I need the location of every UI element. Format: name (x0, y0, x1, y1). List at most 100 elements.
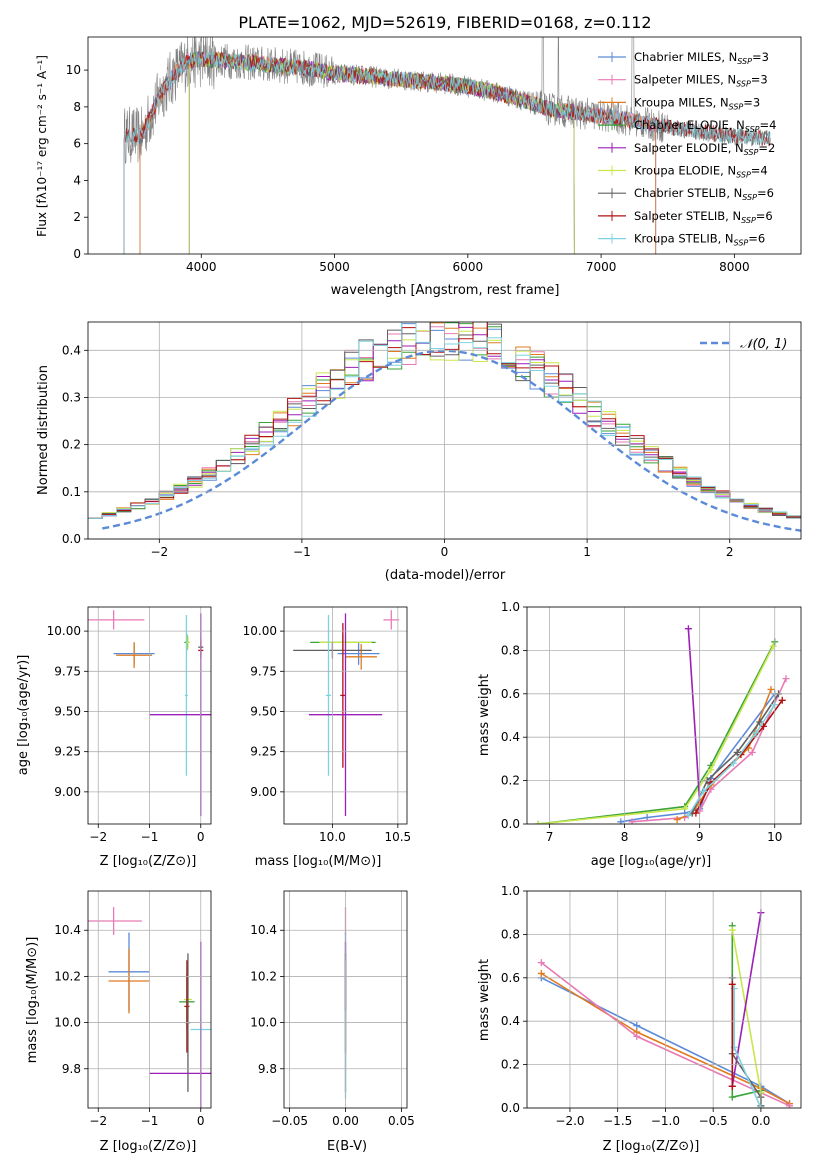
mass-vs-Z-ytick-label: 10.0 (54, 1016, 81, 1030)
mass-ylabel: mass [log₁₀(M/M⊙)] (25, 937, 40, 1064)
age-vs-mass-ytick-label: 9.00 (250, 785, 277, 799)
weight-vs-age-frame (526, 606, 802, 825)
weight-vs-Z-axes: −2.0 −1.5 −1.0 −0.5 0.0 0.0 0.2 0.4 0.6 0.8 1.0 (501, 884, 802, 1128)
weight-vs-age-ytick-label: 0.8 (501, 643, 520, 657)
residuals-ytick-label: 0.2 (62, 438, 81, 452)
age-vs-mass-ytick-label: 9.75 (250, 664, 277, 678)
age-vs-mass-ytick-label: 9.25 (250, 745, 277, 759)
weight-vs-age-marker-c_miles (617, 818, 625, 824)
spectrum-ylabel: Flux [fλ10⁻¹⁷ erg cm⁻² s⁻¹ A⁻¹] (35, 55, 49, 237)
weight-vs-Z-marker-k_elodie (728, 926, 736, 934)
age-vs-mass-xtick-label: 10.5 (384, 830, 411, 844)
gaussian-reference-curve (102, 349, 801, 532)
residuals-ytick-label: 0.4 (62, 343, 81, 357)
weight-vs-Z-ytick-label: 1.0 (501, 884, 520, 898)
weight-vs-age-marker-s_miles (748, 748, 756, 756)
age-vs-Z-xtick-label: −1 (141, 830, 159, 844)
weight-vs-Z-marker-s_miles (537, 959, 545, 967)
mass-vs-Z-xtick-label: −2 (89, 1114, 107, 1128)
weight-vs-Z-xtick-label: −2.0 (555, 1114, 584, 1128)
weight-vs-age-xtick-label: 10 (767, 830, 782, 844)
mass-vs-EBV-xtick-label: 0.05 (388, 1114, 415, 1128)
age-vs-mass-xtick-label: 10.0 (319, 830, 346, 844)
mass-vs-EBV-ytick-label: 10.0 (250, 1016, 277, 1030)
spectrum-legend-entry: Chabrier ELODIE, NSSP=4 (634, 118, 776, 134)
residual-histogram-c_elodie (88, 322, 801, 519)
spectrum-xtick-label: 4000 (186, 260, 217, 274)
mass-vs-EBV-ytick-label: 10.2 (250, 969, 277, 983)
age-vs-Z-ytick-label: 9.00 (54, 785, 81, 799)
legend-rest: =3 (751, 73, 768, 87)
age-vs-Z-ytick-label: 9.75 (54, 664, 81, 678)
legend-subscript: SSP (729, 102, 744, 111)
weight-vs-age-ylabel: mass weight (477, 674, 492, 756)
age-vs-mass-xlabel: mass [log₁₀(M/M⊙)] (255, 854, 382, 869)
spectrum-legend-entry: Salpeter STELIB, NSSP=6 (634, 209, 773, 225)
weight-vs-age-series-s_elodie (687, 628, 701, 803)
weight-vs-age-xtick-label: 8 (621, 830, 629, 844)
mass-vs-Z-ytick-label: 10.2 (54, 969, 81, 983)
weight-vs-age-series-k_elodie (538, 645, 774, 824)
age-vs-Z-ytick-label: 9.50 (54, 704, 81, 718)
age-vs-Z-ytick-label: 9.25 (54, 745, 81, 759)
spectrum-ytick-label: 8 (73, 100, 81, 114)
mass-vs-Z-ytick-label: 9.8 (62, 1062, 81, 1076)
weight-vs-age-ytick-label: 0.6 (501, 687, 520, 701)
weight-vs-age-ytick-label: 0.0 (501, 817, 520, 831)
residuals-xtick-label: 2 (726, 545, 734, 559)
spectrum-plot-area (123, 37, 771, 254)
spectrum-ytick-label: 0 (73, 247, 81, 261)
weight-vs-Z-marker-c_elodie (728, 1093, 736, 1101)
residuals-ytick-label: 0.0 (62, 532, 81, 546)
legend-rest: =3 (743, 95, 760, 109)
weight-vs-age-xtick-label: 9 (696, 830, 704, 844)
mass-vs-Z-xlabel: Z [log₁₀(Z/Z⊙)] (100, 1139, 197, 1154)
weight-vs-age-xtick-label: 7 (546, 830, 554, 844)
weight-vs-age-marker-s_miles (782, 675, 790, 683)
weight-vs-Z-marker-s_stelib (728, 1082, 736, 1090)
weight-vs-age-marker-k_elodie (534, 820, 542, 824)
age-vs-Z-xlabel: Z [log₁₀(Z/Z⊙)] (100, 854, 197, 869)
weight-vs-Z-marker-s_stelib (728, 980, 736, 988)
residuals-xtick-label: −2 (150, 545, 168, 559)
age-ylabel: age [log₁₀(age/yr)] (16, 655, 31, 776)
age-vs-Z-axes: −2 −1 0 9.00 9.25 9.50 9.75 10.00 (47, 606, 212, 844)
residuals-ytick-label: 0.3 (62, 390, 81, 404)
weight-vs-age-marker-k_elodie (707, 766, 715, 774)
legend-rest: =6 (748, 232, 765, 246)
weight-vs-Z-series-k_miles (540, 972, 790, 1105)
weight-vs-age-marker-s_stelib (778, 696, 786, 704)
age-vs-mass-ytick-label: 9.50 (250, 704, 277, 718)
spectrum-frame (87, 36, 802, 255)
residuals-ylabel: Normed distribution (36, 365, 51, 495)
spectrum-legend-entry: Chabrier MILES, NSSP=3 (634, 50, 769, 66)
weight-vs-Z-ytick-label: 0.0 (501, 1101, 520, 1115)
spectrum-legend-entry: Kroupa ELODIE, NSSP=4 (634, 164, 768, 180)
legend-rest: =6 (756, 209, 773, 223)
weight-vs-age-marker-s_elodie (684, 625, 692, 633)
weight-vs-age-marker-s_stelib (692, 809, 700, 817)
weight-vs-Z-series-c_miles (540, 977, 790, 1105)
legend-subscript: SSP (736, 80, 751, 89)
weight-vs-age-ytick-label: 1.0 (501, 600, 520, 614)
weight-vs-Z-xtick-label: 0.0 (751, 1114, 770, 1128)
spectrum-ytick-label: 2 (73, 210, 81, 224)
mass-vs-EBV-xtick-label: −0.05 (271, 1114, 308, 1128)
weight-vs-age-ytick-label: 0.4 (501, 730, 520, 744)
weight-vs-age-marker-k_elodie (769, 642, 777, 650)
weight-vs-Z-frame (526, 890, 802, 1109)
residuals-frame (87, 321, 802, 540)
weight-vs-age-xlabel: age [log₁₀(age/yr)] (591, 854, 712, 869)
weight-vs-age-marker-c_stelib (756, 718, 764, 726)
legend-subscript: SSP (742, 193, 757, 202)
legend-subscript: SSP (744, 148, 759, 157)
age-vs-Z-ytick-label: 10.00 (47, 624, 81, 638)
weight-vs-Z-xtick-label: −1.0 (651, 1114, 680, 1128)
spectrum-xtick-label: 6000 (453, 260, 484, 274)
residuals-axes: −2 −1 0 1 2 0.0 0.1 0.2 0.3 0.4 (62, 321, 802, 559)
weight-vs-Z-ytick-label: 0.8 (501, 927, 520, 941)
weight-vs-age-marker-k_miles (673, 816, 681, 824)
age-vs-mass-ytick-label: 10.00 (243, 624, 277, 638)
weight-vs-Z-ylabel: mass weight (477, 959, 492, 1041)
